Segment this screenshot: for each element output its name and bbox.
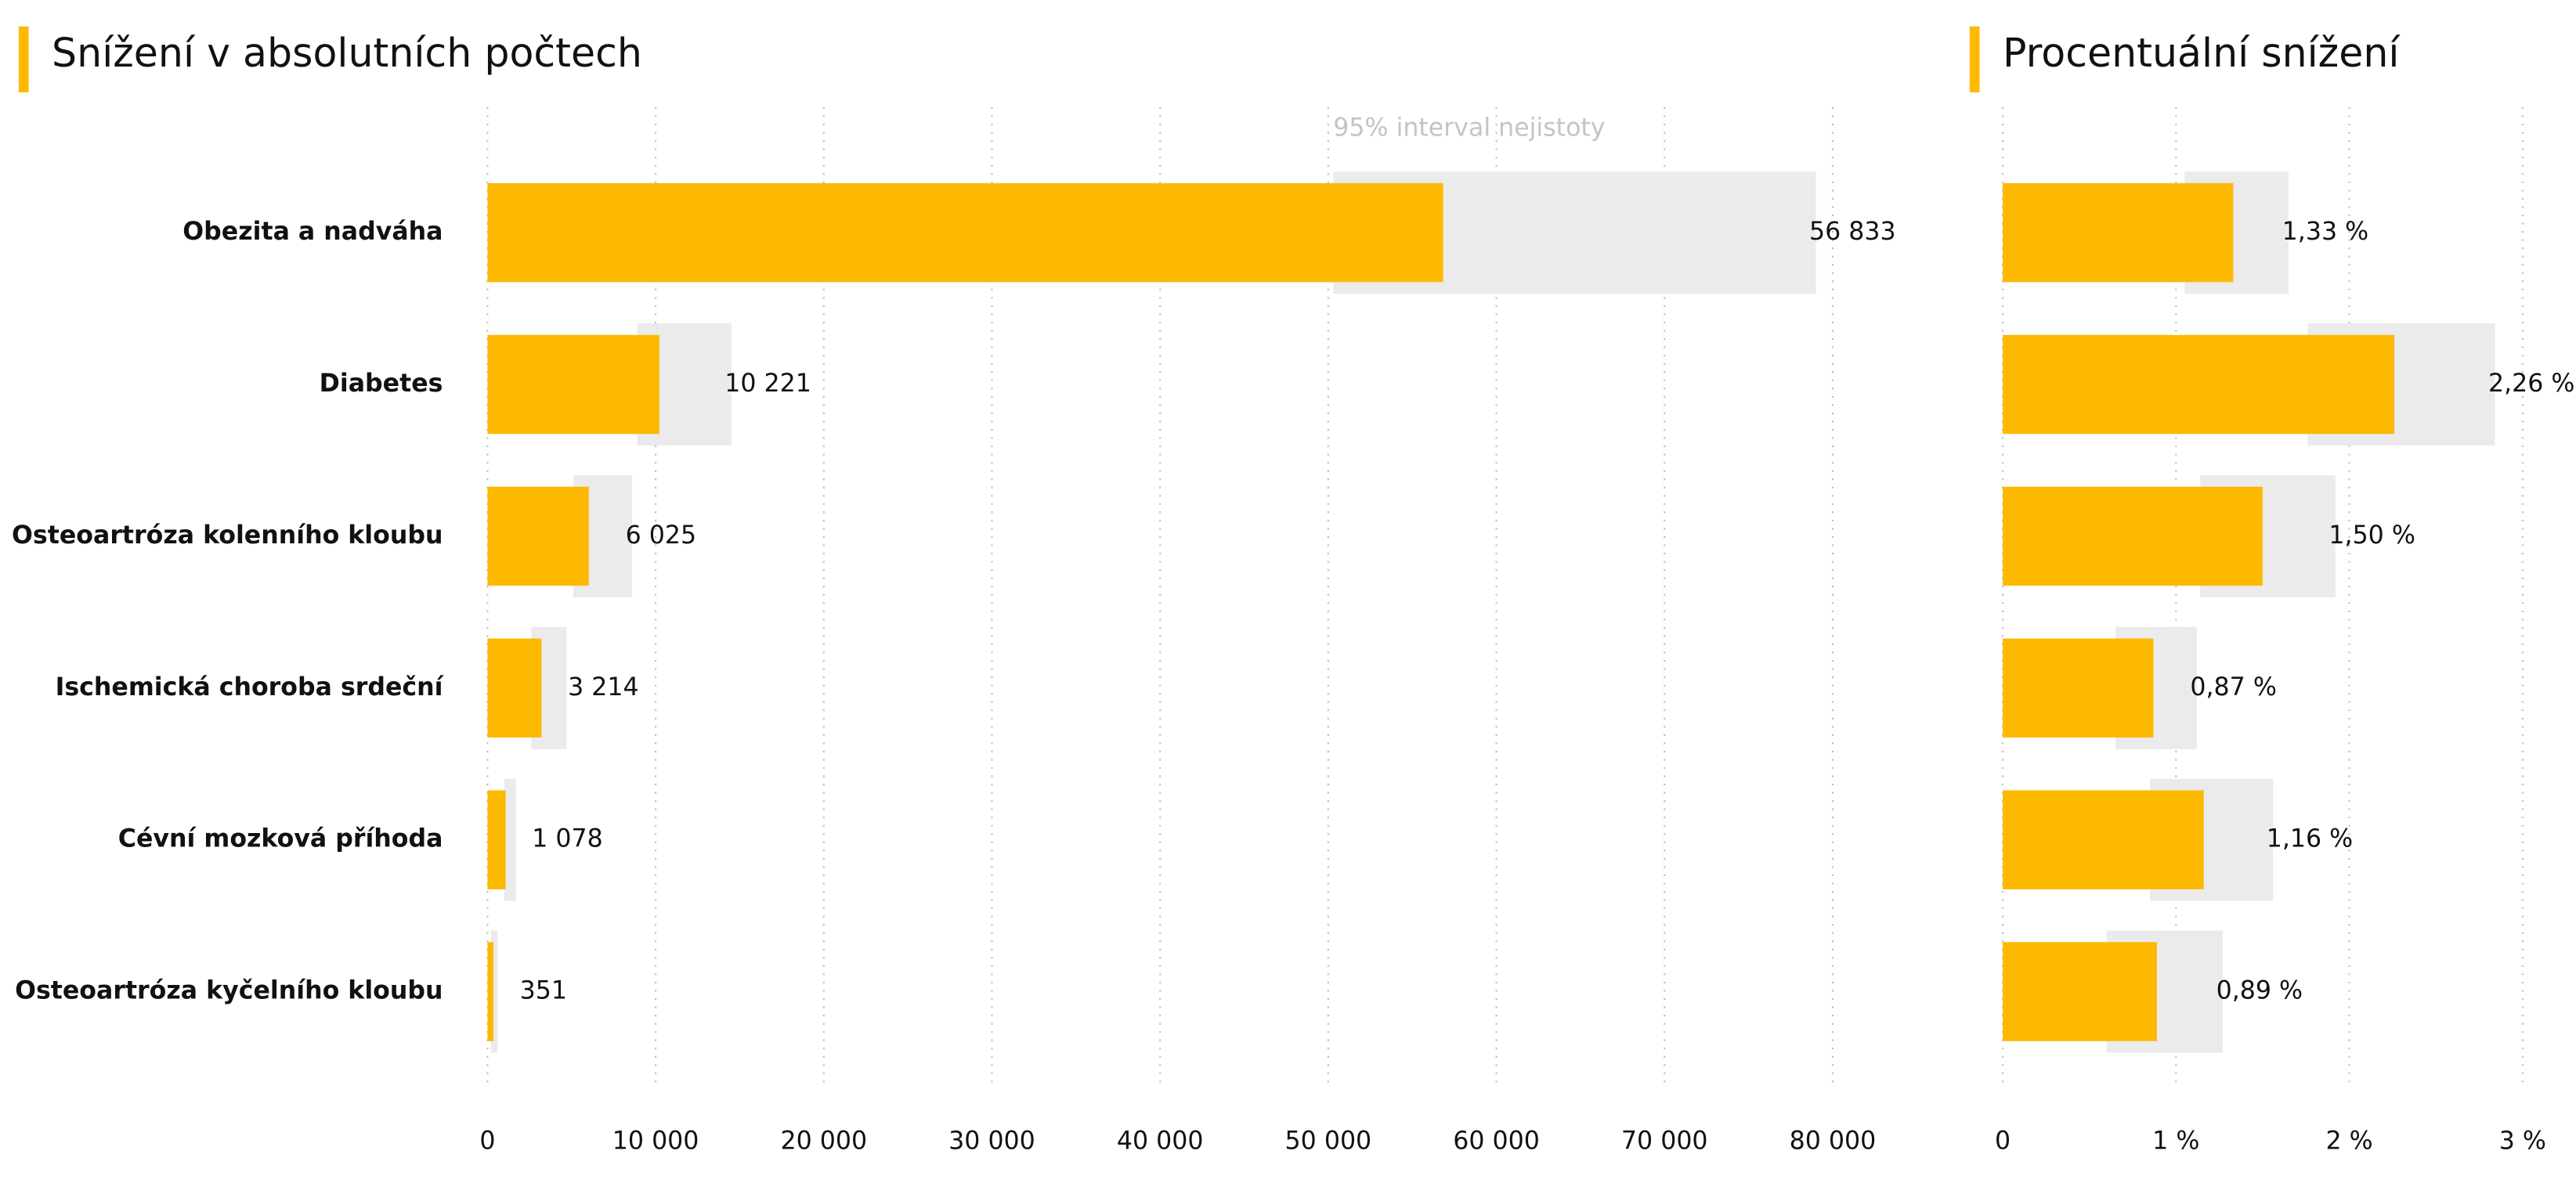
x-tick-label: 80 000 bbox=[1790, 1127, 1877, 1155]
bar bbox=[2003, 942, 2157, 1041]
bar bbox=[487, 942, 493, 1041]
bar bbox=[2003, 334, 2395, 435]
value-label: 6 025 bbox=[626, 521, 697, 550]
x-tick-label: 40 000 bbox=[1117, 1127, 1204, 1155]
value-label: 10 221 bbox=[724, 370, 811, 398]
x-tick-label: 50 000 bbox=[1285, 1127, 1372, 1155]
bar bbox=[487, 638, 542, 738]
interval bbox=[504, 778, 516, 901]
value-label: 56 833 bbox=[1809, 218, 1896, 246]
bar bbox=[487, 334, 659, 435]
value-label: 351 bbox=[520, 977, 567, 1005]
category-label: Diabetes bbox=[320, 370, 443, 398]
bar bbox=[487, 182, 1443, 283]
value-label: 0,87 % bbox=[2190, 673, 2276, 702]
category-label: Cévní mozková příhoda bbox=[118, 825, 443, 853]
value-label: 1,33 % bbox=[2282, 218, 2368, 246]
annotation: 95% interval nejistoty bbox=[1333, 114, 1605, 142]
x-tick-label: 60 000 bbox=[1453, 1127, 1540, 1155]
value-label: 2,26 % bbox=[2488, 370, 2574, 398]
value-label: 1,50 % bbox=[2329, 521, 2415, 550]
bar bbox=[487, 790, 506, 889]
value-label: 1,16 % bbox=[2267, 825, 2353, 853]
x-tick-label: 30 000 bbox=[948, 1127, 1035, 1155]
category-label: Ischemická choroba srdeční bbox=[56, 673, 445, 702]
bar bbox=[2003, 790, 2204, 889]
x-tick-label: 20 000 bbox=[780, 1127, 867, 1155]
category-label: Obezita a nadváha bbox=[182, 218, 443, 246]
x-tick-label: 1 % bbox=[2152, 1127, 2199, 1155]
x-tick-label: 0 bbox=[1995, 1127, 2011, 1155]
value-label: 3 214 bbox=[568, 673, 639, 702]
bar bbox=[487, 486, 589, 586]
title-accent bbox=[18, 26, 29, 93]
title-accent bbox=[1969, 26, 1980, 93]
bar bbox=[2003, 486, 2263, 586]
chart-title: Snížení v absolutních počtech bbox=[52, 30, 642, 76]
x-tick-label: 70 000 bbox=[1621, 1127, 1708, 1155]
x-tick-label: 2 % bbox=[2325, 1127, 2372, 1155]
chart-title: Procentuální snížení bbox=[2003, 30, 2401, 76]
value-label: 0,89 % bbox=[2217, 977, 2303, 1005]
category-label: Osteoartróza kolenního kloubu bbox=[12, 521, 443, 550]
value-label: 1 078 bbox=[532, 825, 603, 853]
interval bbox=[490, 930, 498, 1053]
bar bbox=[2003, 182, 2234, 283]
x-tick-label: 10 000 bbox=[612, 1127, 699, 1155]
x-tick-label: 3 % bbox=[2499, 1127, 2546, 1155]
bar bbox=[2003, 638, 2154, 738]
category-label: Osteoartróza kyčelního kloubu bbox=[15, 977, 443, 1005]
x-tick-label: 0 bbox=[479, 1127, 495, 1155]
